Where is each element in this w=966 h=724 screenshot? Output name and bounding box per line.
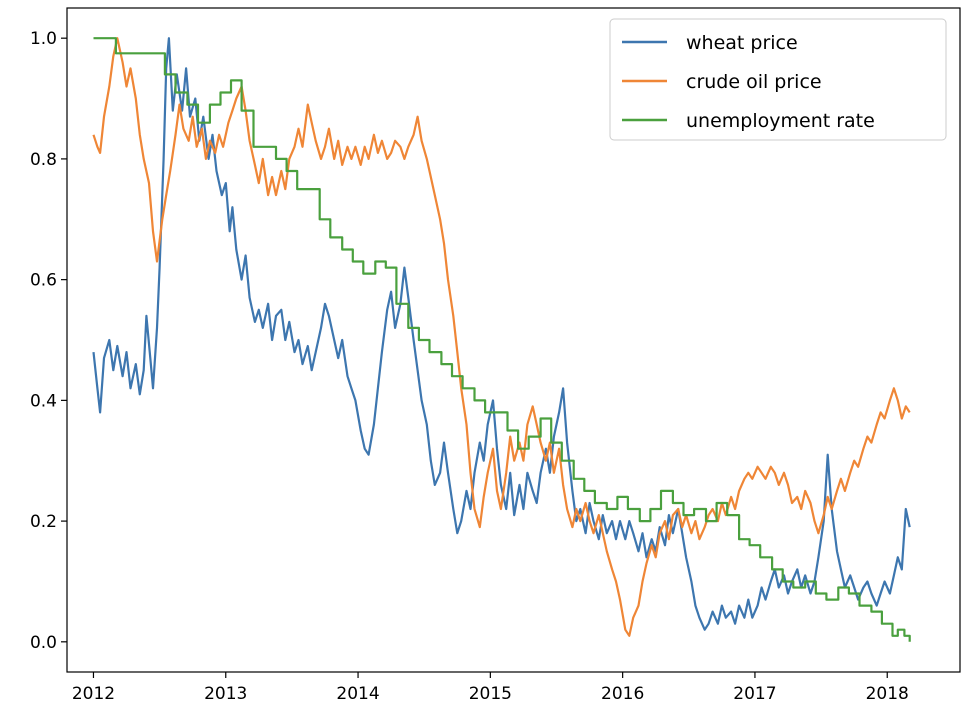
legend-label: crude oil price	[686, 71, 822, 93]
y-tick-label: 0.2	[30, 512, 57, 532]
legend-label: unemployment rate	[686, 110, 875, 132]
y-tick-label: 0.0	[30, 633, 57, 653]
axis-layer: 2012 2013 2014 2015 2016 2017 2018 0.0 0.2 0.4 0.6…	[30, 29, 909, 704]
x-tick-label: 2014	[336, 684, 379, 704]
series-line-wheat-price	[92, 37, 911, 631]
x-tick-label: 2016	[601, 684, 644, 704]
y-tick-label: 1.0	[30, 29, 57, 49]
legend: wheat price crude oil price unemployment r…	[609, 18, 947, 141]
legend-label: wheat price	[686, 32, 798, 54]
plot-frame	[66, 7, 961, 673]
series-line-crude-oil-price	[92, 37, 911, 637]
x-tick-label: 2012	[72, 684, 115, 704]
x-tick-label: 2013	[204, 684, 247, 704]
legend-box	[609, 18, 947, 141]
x-tick-label: 2017	[733, 684, 776, 704]
x-tick-label: 2018	[866, 684, 909, 704]
y-tick-label: 0.6	[30, 271, 57, 291]
y-tick-label: 0.4	[30, 391, 57, 411]
series-layer	[92, 37, 911, 642]
y-tick-label: 0.8	[30, 150, 57, 170]
series-line-unemployment-rate	[93, 37, 911, 642]
x-tick-label: 2015	[469, 684, 512, 704]
